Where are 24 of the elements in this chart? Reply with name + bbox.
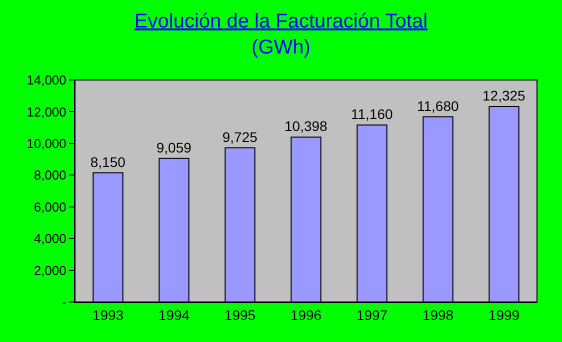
data-label: 12,325: [482, 88, 526, 104]
x-tick-label: 1994: [158, 306, 190, 323]
y-tick-label: 12,000: [26, 104, 66, 120]
chart-title: Evolución de la Facturación Total: [134, 10, 428, 32]
x-tick-label: 1995: [224, 306, 256, 323]
x-tick-label: 1997: [356, 306, 388, 323]
data-label: 10,398: [284, 118, 328, 134]
x-tick-label: 1996: [290, 306, 322, 323]
x-tick-label: 1999: [488, 306, 520, 323]
y-tick-label: 4,000: [34, 231, 66, 246]
data-label: 9,725: [222, 128, 258, 145]
chart-subtitle: (GWh): [252, 36, 310, 58]
data-label: 11,160: [351, 106, 393, 122]
x-tick-label: 1993: [92, 306, 124, 323]
data-label: 9,059: [156, 139, 192, 156]
data-label: 8,150: [90, 154, 126, 170]
y-tick-label: -: [62, 294, 66, 310]
x-tick-label: 1998: [422, 306, 454, 323]
y-tick-label: 8,000: [34, 168, 66, 183]
y-tick-label: 6,000: [34, 199, 66, 214]
y-tick-label: 10,000: [26, 136, 66, 151]
data-label: 11,680: [417, 98, 459, 114]
y-tick-label: 2,000: [34, 262, 66, 278]
y-tick-label: 14,000: [26, 72, 66, 88]
